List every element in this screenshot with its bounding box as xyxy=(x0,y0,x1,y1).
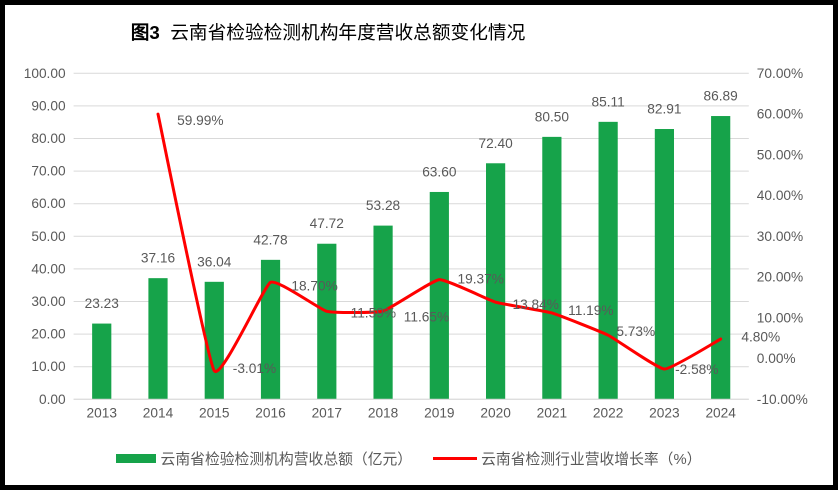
svg-text:60.00%: 60.00% xyxy=(757,107,803,122)
svg-text:40.00: 40.00 xyxy=(31,261,66,276)
svg-text:80.00: 80.00 xyxy=(31,131,66,146)
svg-text:40.00%: 40.00% xyxy=(757,188,803,203)
svg-text:70.00: 70.00 xyxy=(31,164,66,179)
svg-text:42.78: 42.78 xyxy=(253,232,288,247)
svg-text:2020: 2020 xyxy=(480,405,511,420)
svg-text:90.00: 90.00 xyxy=(31,98,66,113)
svg-text:80.50: 80.50 xyxy=(535,109,570,124)
svg-text:53.28: 53.28 xyxy=(366,198,401,213)
svg-text:36.04: 36.04 xyxy=(197,254,232,269)
svg-text:4.80%: 4.80% xyxy=(741,329,780,344)
svg-text:-10.00%: -10.00% xyxy=(757,392,808,407)
svg-text:2018: 2018 xyxy=(368,405,399,420)
svg-text:20.00%: 20.00% xyxy=(757,270,803,285)
svg-text:50.00: 50.00 xyxy=(31,229,66,244)
svg-text:70.00%: 70.00% xyxy=(757,66,803,81)
svg-text:23.23: 23.23 xyxy=(85,296,120,311)
svg-text:2023: 2023 xyxy=(649,405,680,420)
svg-text:11.65%: 11.65% xyxy=(404,310,449,325)
svg-text:100.00: 100.00 xyxy=(24,66,66,81)
svg-text:-3.01%: -3.01% xyxy=(233,361,276,376)
svg-text:2024: 2024 xyxy=(705,405,736,420)
svg-text:2016: 2016 xyxy=(255,405,286,420)
svg-text:2017: 2017 xyxy=(312,405,342,420)
svg-text:18.70%: 18.70% xyxy=(291,279,337,294)
svg-text:11.59%: 11.59% xyxy=(351,306,396,321)
svg-text:47.72: 47.72 xyxy=(310,216,344,231)
svg-text:11.19%: 11.19% xyxy=(568,303,613,318)
svg-text:2015: 2015 xyxy=(199,405,230,420)
svg-text:37.16: 37.16 xyxy=(141,251,176,266)
svg-text:2014: 2014 xyxy=(143,405,174,420)
svg-text:20.00: 20.00 xyxy=(31,327,66,342)
svg-text:82.91: 82.91 xyxy=(647,102,681,117)
svg-text:2013: 2013 xyxy=(87,405,118,420)
svg-text:0.00%: 0.00% xyxy=(757,351,796,366)
svg-text:2021: 2021 xyxy=(537,405,567,420)
svg-text:30.00: 30.00 xyxy=(31,294,66,309)
svg-text:30.00%: 30.00% xyxy=(757,229,803,244)
svg-text:2019: 2019 xyxy=(424,405,454,420)
svg-text:60.00: 60.00 xyxy=(31,196,66,211)
svg-text:59.99%: 59.99% xyxy=(177,113,223,128)
svg-text:5.73%: 5.73% xyxy=(616,324,655,339)
svg-text:50.00%: 50.00% xyxy=(757,147,803,162)
svg-text:85.11: 85.11 xyxy=(592,94,625,109)
svg-text:72.40: 72.40 xyxy=(478,136,513,151)
svg-text:63.60: 63.60 xyxy=(422,164,457,179)
svg-text:-2.58%: -2.58% xyxy=(675,362,718,377)
svg-text:10.00%: 10.00% xyxy=(757,310,803,325)
svg-text:0.00: 0.00 xyxy=(39,392,66,407)
svg-text:10.00: 10.00 xyxy=(31,359,66,374)
svg-text:13.84%: 13.84% xyxy=(513,297,559,312)
svg-text:2022: 2022 xyxy=(593,405,623,420)
svg-text:86.89: 86.89 xyxy=(704,89,738,104)
svg-text:19.37%: 19.37% xyxy=(458,271,504,286)
